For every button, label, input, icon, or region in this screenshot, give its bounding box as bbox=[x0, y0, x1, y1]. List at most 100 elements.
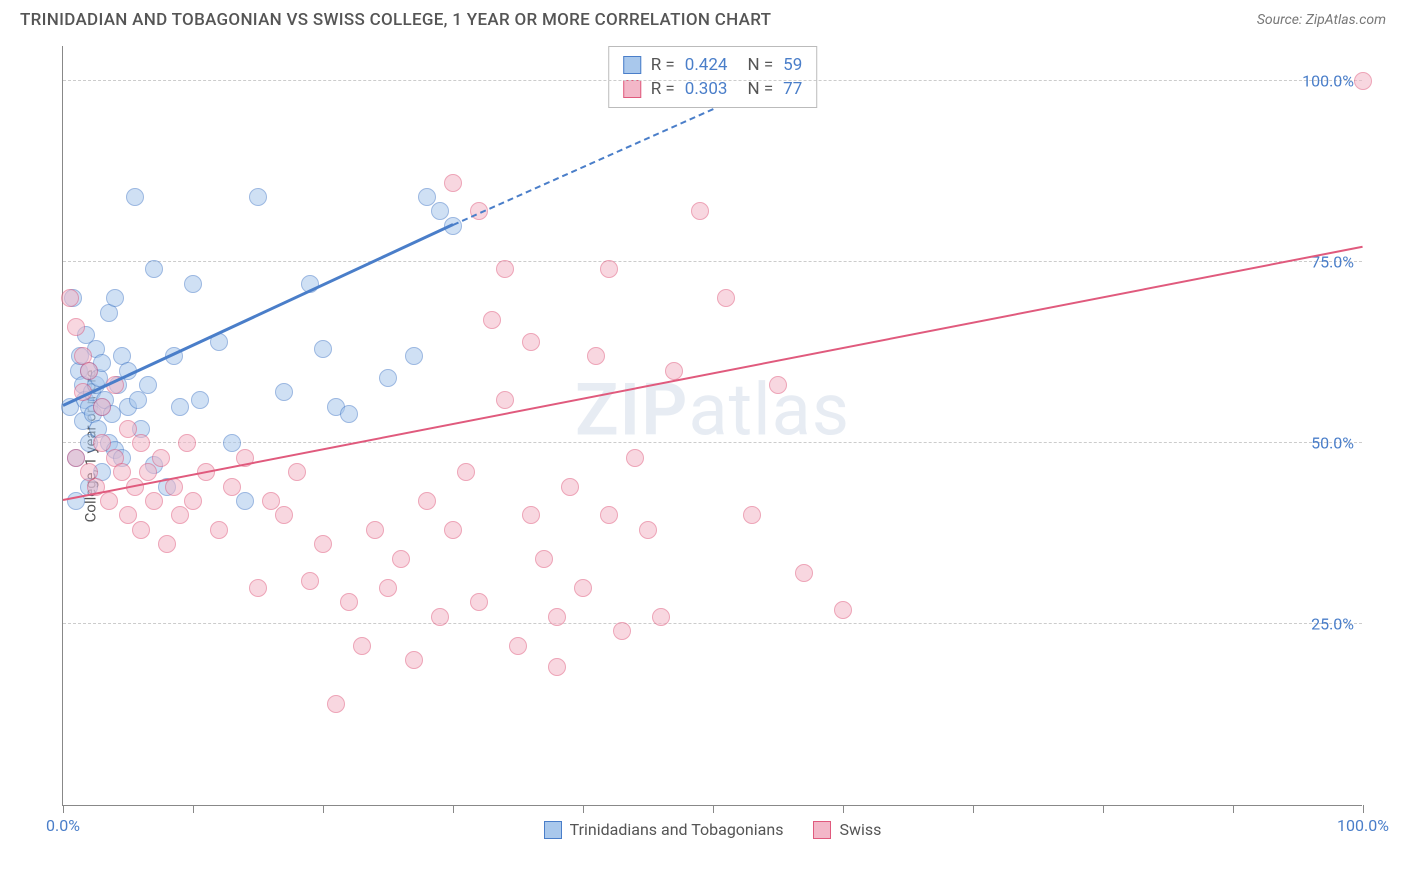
data-point bbox=[327, 695, 345, 713]
legend-n-label: N = bbox=[747, 79, 773, 99]
y-tick-label: 50.0% bbox=[1311, 434, 1354, 453]
data-point bbox=[178, 434, 196, 452]
series-legend: Trinidadians and Tobagonians Swiss bbox=[63, 820, 1362, 839]
data-point bbox=[249, 579, 267, 597]
data-point bbox=[353, 637, 371, 655]
data-point bbox=[249, 188, 267, 206]
data-point bbox=[340, 405, 358, 423]
data-point bbox=[67, 449, 85, 467]
data-point bbox=[379, 369, 397, 387]
data-point bbox=[626, 449, 644, 467]
data-point bbox=[223, 478, 241, 496]
data-point bbox=[93, 398, 111, 416]
gridline bbox=[63, 623, 1362, 624]
data-point bbox=[132, 434, 150, 452]
data-point bbox=[574, 579, 592, 597]
data-point bbox=[113, 463, 131, 481]
data-point bbox=[132, 521, 150, 539]
data-point bbox=[139, 463, 157, 481]
trend-line bbox=[63, 246, 1363, 501]
data-point bbox=[834, 601, 852, 619]
data-point bbox=[61, 289, 79, 307]
data-point bbox=[600, 506, 618, 524]
data-point bbox=[275, 383, 293, 401]
correlation-legend: R =0.424N =59R = 0.303 N = 77 bbox=[608, 46, 818, 108]
legend-item: Trinidadians and Tobagonians bbox=[544, 820, 784, 839]
data-point bbox=[145, 492, 163, 510]
y-tick-label: 25.0% bbox=[1311, 615, 1354, 634]
data-point bbox=[119, 420, 137, 438]
x-tick bbox=[1103, 805, 1104, 813]
data-point bbox=[126, 188, 144, 206]
x-tick bbox=[843, 805, 844, 813]
data-point bbox=[223, 434, 241, 452]
data-point bbox=[418, 492, 436, 510]
watermark: ZIPatlas bbox=[575, 368, 850, 453]
legend-label: Trinidadians and Tobagonians bbox=[570, 820, 784, 839]
legend-swatch bbox=[813, 821, 831, 839]
legend-n-label: N = bbox=[747, 55, 773, 75]
data-point bbox=[613, 622, 631, 640]
data-point bbox=[152, 449, 170, 467]
data-point bbox=[431, 202, 449, 220]
data-point bbox=[587, 347, 605, 365]
data-point bbox=[769, 376, 787, 394]
legend-row: R =0.424N =59 bbox=[623, 53, 803, 77]
x-tick-label: 0.0% bbox=[46, 816, 80, 835]
data-point bbox=[444, 521, 462, 539]
legend-item: Swiss bbox=[813, 820, 881, 839]
x-tick bbox=[63, 805, 64, 813]
x-tick bbox=[583, 805, 584, 813]
data-point bbox=[392, 550, 410, 568]
gridline bbox=[63, 442, 1362, 443]
data-point bbox=[67, 318, 85, 336]
data-point bbox=[100, 492, 118, 510]
data-point bbox=[184, 275, 202, 293]
data-point bbox=[340, 593, 358, 611]
data-point bbox=[496, 391, 514, 409]
data-point bbox=[366, 521, 384, 539]
data-point bbox=[171, 506, 189, 524]
data-point bbox=[158, 535, 176, 553]
data-point bbox=[535, 550, 553, 568]
legend-n-value: 77 bbox=[783, 79, 802, 99]
data-point bbox=[236, 492, 254, 510]
x-tick bbox=[323, 805, 324, 813]
data-point bbox=[275, 506, 293, 524]
legend-label: Swiss bbox=[839, 820, 881, 839]
x-tick bbox=[193, 805, 194, 813]
data-point bbox=[405, 347, 423, 365]
data-point bbox=[145, 260, 163, 278]
x-tick bbox=[1363, 805, 1364, 813]
data-point bbox=[93, 434, 111, 452]
data-point bbox=[665, 362, 683, 380]
legend-r-value: 0.303 bbox=[685, 79, 728, 99]
x-tick bbox=[713, 805, 714, 813]
data-point bbox=[743, 506, 761, 524]
data-point bbox=[522, 506, 540, 524]
data-point bbox=[444, 174, 462, 192]
gridline bbox=[63, 80, 1362, 81]
data-point bbox=[314, 340, 332, 358]
x-tick bbox=[973, 805, 974, 813]
data-point bbox=[561, 478, 579, 496]
data-point bbox=[470, 593, 488, 611]
data-point bbox=[509, 637, 527, 655]
data-point bbox=[184, 492, 202, 510]
data-point bbox=[717, 289, 735, 307]
data-point bbox=[548, 608, 566, 626]
x-tick-label: 100.0% bbox=[1337, 816, 1389, 835]
data-point bbox=[418, 188, 436, 206]
data-point bbox=[139, 376, 157, 394]
data-point bbox=[301, 572, 319, 590]
data-point bbox=[639, 521, 657, 539]
legend-r-label: R = bbox=[651, 55, 675, 75]
data-point bbox=[496, 260, 514, 278]
data-point bbox=[457, 463, 475, 481]
data-point bbox=[795, 564, 813, 582]
data-point bbox=[106, 289, 124, 307]
data-point bbox=[405, 651, 423, 669]
data-point bbox=[314, 535, 332, 553]
data-point bbox=[191, 391, 209, 409]
chart-source: Source: ZipAtlas.com bbox=[1257, 12, 1386, 28]
